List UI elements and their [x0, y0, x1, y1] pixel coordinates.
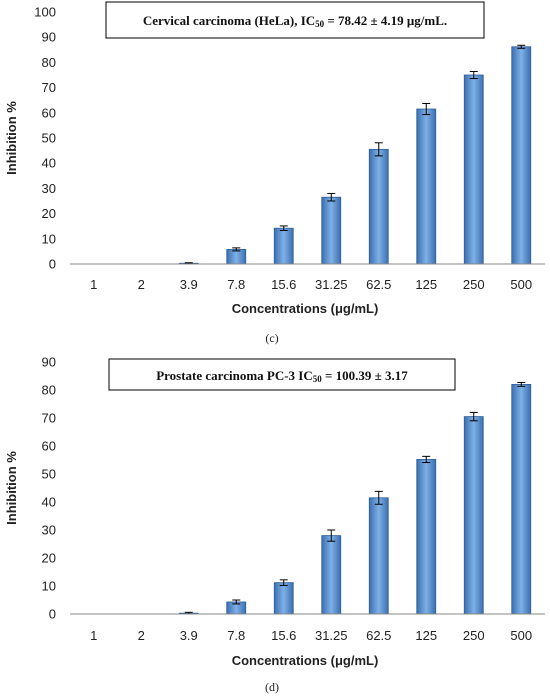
chart-c-bar — [321, 196, 342, 265]
chart-d-xtick-label: 250 — [463, 628, 485, 643]
chart-c-caption: (c) — [265, 331, 278, 345]
chart-c-x-axis-label: Concentrations (μg/mL) — [232, 301, 379, 316]
chart-c-error-bar — [374, 142, 383, 157]
chart-d-bar — [273, 582, 294, 615]
chart-c-ytick-label: 40 — [42, 156, 56, 171]
chart-d-error-bar — [374, 490, 383, 505]
chart-c-xtick-label: 15.6 — [271, 277, 296, 292]
chart-d-ytick-label: 80 — [42, 383, 56, 398]
chart-c-y-axis-label: Inhibition % — [4, 101, 19, 175]
chart-c-xtick-label: 1 — [90, 277, 97, 292]
chart-d-ytick-label: 50 — [42, 467, 56, 482]
chart-d-ytick-label: 10 — [42, 579, 56, 594]
chart-c-ytick-label: 0 — [49, 257, 56, 272]
chart-c: Cervical carcinoma (HeLa), IC50 = 78.42 … — [4, 1, 545, 345]
chart-d-ytick-label: 60 — [42, 439, 56, 454]
chart-c-ytick-label: 30 — [42, 181, 56, 196]
chart-c-error-bar — [279, 225, 288, 231]
chart-d-ytick-label: 20 — [42, 551, 56, 566]
chart-d-bar — [463, 416, 484, 615]
chart-d-xtick-label: 15.6 — [271, 628, 296, 643]
chart-c-bar — [368, 148, 389, 265]
chart-c-ytick-label: 20 — [42, 206, 56, 221]
chart-c-error-bar — [422, 102, 431, 116]
chart-d-ytick-label: 0 — [49, 607, 56, 622]
chart-c-error-bar — [232, 247, 241, 252]
chart-c-bar — [273, 227, 294, 265]
chart-c-xtick-label: 3.9 — [180, 277, 198, 292]
chart-d-error-bar — [327, 529, 336, 542]
chart-c-title: Cervical carcinoma (HeLa), IC50 = 78.42 … — [143, 13, 447, 29]
chart-d-xtick-label: 500 — [510, 628, 532, 643]
chart-c-xtick-label: 125 — [415, 277, 437, 292]
chart-c-xtick-label: 7.8 — [227, 277, 245, 292]
chart-c-ytick-label: 60 — [42, 105, 56, 120]
chart-d-title: Prostate carcinoma PC-3 IC50 = 100.39 ± … — [156, 368, 408, 384]
chart-d-ytick-label: 90 — [42, 355, 56, 370]
chart-c-xtick-label: 31.25 — [315, 277, 348, 292]
chart-d-caption: (d) — [265, 680, 279, 694]
chart-d-y-axis-label: Inhibition % — [4, 451, 19, 525]
chart-d-xtick-label: 7.8 — [227, 628, 245, 643]
chart-d-x-axis-label: Concentrations (μg/mL) — [232, 653, 379, 668]
chart-c-error-bar — [469, 70, 478, 80]
chart-c-ytick-label: 10 — [42, 231, 56, 246]
chart-c-bar — [463, 74, 484, 265]
chart-d-error-bar — [279, 579, 288, 586]
chart-c-ytick-label: 100 — [34, 5, 56, 20]
chart-c-xtick-label: 250 — [463, 277, 485, 292]
chart-c-xtick-label: 2 — [138, 277, 145, 292]
chart-c-ytick-label: 80 — [42, 55, 56, 70]
chart-d-bar — [511, 383, 532, 615]
chart-c-error-bar — [517, 44, 526, 49]
chart-d-bar — [321, 535, 342, 615]
chart-d-xtick-label: 3.9 — [180, 628, 198, 643]
chart-c-error-bar — [327, 192, 336, 202]
chart-c-ytick-label: 70 — [42, 80, 56, 95]
chart-c-title-box: Cervical carcinoma (HeLa), IC50 = 78.42 … — [105, 1, 485, 39]
chart-d-error-bar — [517, 381, 526, 387]
chart-c-bar — [511, 46, 532, 265]
chart-d-ytick-label: 40 — [42, 495, 56, 510]
chart-c-ytick-label: 90 — [42, 30, 56, 45]
chart-d-xtick-label: 62.5 — [366, 628, 391, 643]
chart-d-error-bar — [232, 599, 241, 605]
chart-d-title-box: Prostate carcinoma PC-3 IC50 = 100.39 ± … — [108, 358, 456, 391]
chart-d-error-bar — [469, 411, 478, 422]
chart-d-xtick-label: 1 — [90, 628, 97, 643]
chart-c-bar — [416, 108, 437, 265]
chart-d-xtick-label: 125 — [415, 628, 437, 643]
chart-d-error-bar — [422, 455, 431, 464]
chart-c-xtick-label: 500 — [510, 277, 532, 292]
chart-d: Prostate carcinoma PC-3 IC50 = 100.39 ± … — [4, 355, 545, 694]
chart-c-ytick-label: 50 — [42, 131, 56, 146]
chart-c-bar — [226, 248, 247, 265]
chart-d-bar — [368, 497, 389, 615]
chart-d-xtick-label: 31.25 — [315, 628, 348, 643]
chart-d-bar — [416, 459, 437, 615]
chart-c-xtick-label: 62.5 — [366, 277, 391, 292]
chart-d-ytick-label: 70 — [42, 411, 56, 426]
chart-d-ytick-label: 30 — [42, 523, 56, 538]
chart-d-xtick-label: 2 — [138, 628, 145, 643]
